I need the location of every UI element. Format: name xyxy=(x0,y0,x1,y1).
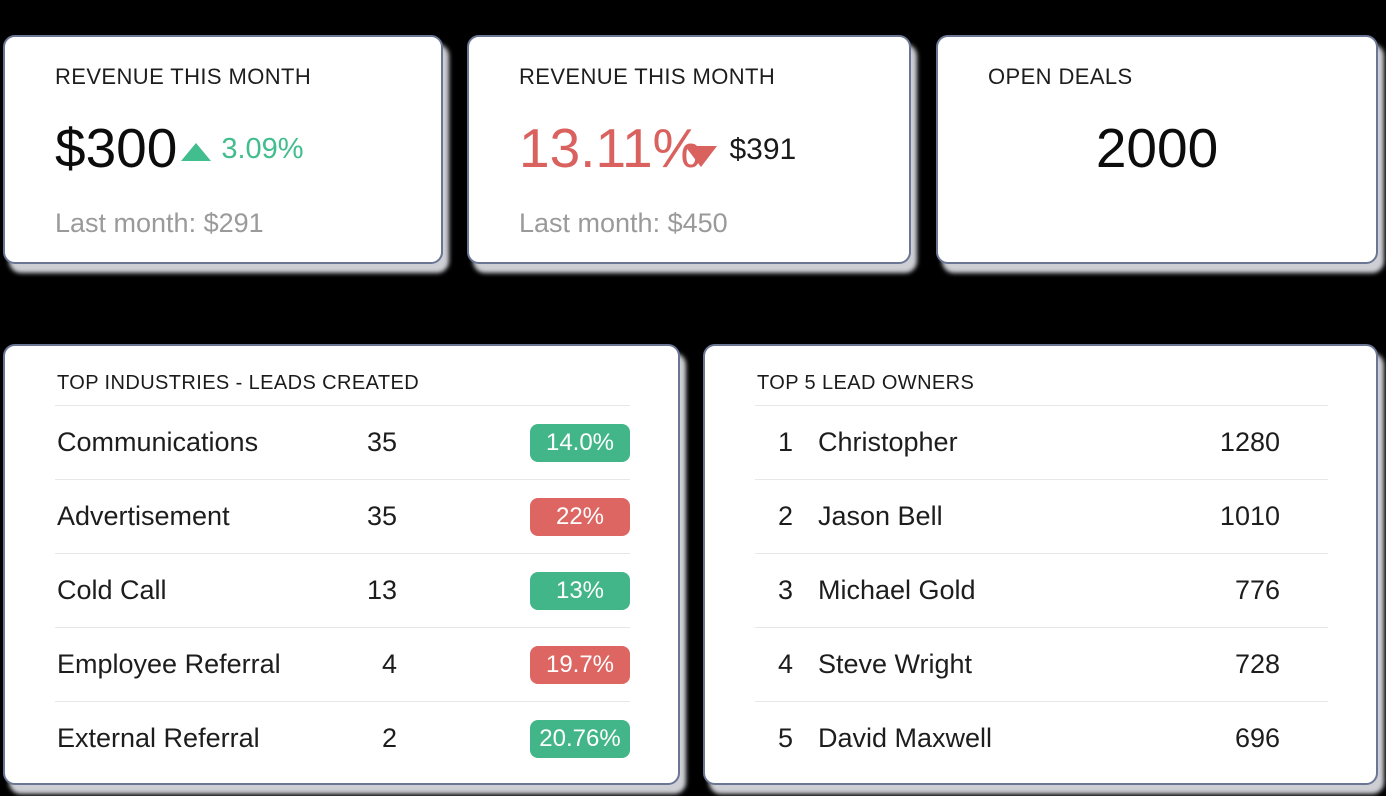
kpi-value-row: $300 3.09% xyxy=(55,117,391,180)
owner-name: Steve Wright xyxy=(818,649,973,679)
lead-owner-row[interactable]: 2 Jason Bell 1010 xyxy=(755,479,1328,553)
revenue-this-month-card-1[interactable]: REVENUE THIS MONTH $300 3.09% Last month… xyxy=(3,35,443,264)
owner-rank: 1 xyxy=(777,427,793,457)
share-badge: 19.7% xyxy=(530,645,630,684)
industry-count: 2 xyxy=(381,723,397,753)
owner-rank: 2 xyxy=(777,501,793,531)
industry-label: External Referral xyxy=(57,723,260,753)
open-deals-card[interactable]: OPEN DEALS 2000 xyxy=(936,35,1378,264)
card-title: REVENUE THIS MONTH xyxy=(519,64,776,89)
kpi-value-row: 13.11% $391 xyxy=(519,117,859,180)
industry-count: 13 xyxy=(366,575,397,605)
owner-name: David Maxwell xyxy=(818,723,993,753)
owner-leads-count: 776 xyxy=(1234,575,1280,605)
owner-leads-count: 696 xyxy=(1234,723,1280,753)
secondary-placeholder xyxy=(988,208,1326,240)
industry-label: Communications xyxy=(57,427,259,457)
lead-owner-row[interactable]: 1 Christopher 1280 xyxy=(755,405,1328,479)
owner-name: Michael Gold xyxy=(818,575,976,605)
card-title: REVENUE THIS MONTH xyxy=(55,64,312,89)
owner-rank: 3 xyxy=(777,575,793,605)
share-badge: 13% xyxy=(530,571,630,610)
owner-leads-count: 728 xyxy=(1234,649,1280,679)
revenue-value: $300 xyxy=(55,117,178,180)
lead-owner-row[interactable]: 5 David Maxwell 696 xyxy=(755,701,1328,775)
open-deals-value: 2000 xyxy=(1095,117,1219,180)
industry-row[interactable]: Communications 35 14.0% xyxy=(55,405,630,479)
lead-owner-row[interactable]: 4 Steve Wright 728 xyxy=(755,627,1328,701)
last-month-note: Last month: $450 xyxy=(519,208,728,238)
revenue-amount: $391 xyxy=(729,133,797,166)
revenue-this-month-card-2[interactable]: REVENUE THIS MONTH 13.11% $391 Last mont… xyxy=(467,35,911,264)
top-industries-card[interactable]: TOP INDUSTRIES - LEADS CREATED Communica… xyxy=(3,344,680,785)
owner-rank: 4 xyxy=(777,649,793,679)
owner-name: Jason Bell xyxy=(818,501,943,531)
industry-row[interactable]: Cold Call 13 13% xyxy=(55,553,630,627)
trend-up-icon xyxy=(181,143,212,161)
last-month-note: Last month: $291 xyxy=(55,208,264,238)
industry-row[interactable]: Advertisement 35 22% xyxy=(55,479,630,553)
owner-rank: 5 xyxy=(777,723,793,753)
owner-name: Christopher xyxy=(818,427,958,457)
industry-row[interactable]: External Referral 2 20.76% xyxy=(55,701,630,775)
card-title: TOP 5 LEAD OWNERS xyxy=(757,372,975,394)
industry-count: 35 xyxy=(366,501,397,531)
kpi-value-row: 2000 xyxy=(988,117,1326,180)
lead-owner-row[interactable]: 3 Michael Gold 776 xyxy=(755,553,1328,627)
revenue-percent-value: 13.11% xyxy=(519,117,702,180)
owner-leads-count: 1280 xyxy=(1219,427,1280,457)
industry-count: 35 xyxy=(366,427,397,457)
change-percent: 3.09% xyxy=(221,132,304,165)
industry-label: Advertisement xyxy=(57,501,230,531)
industry-count: 4 xyxy=(381,649,397,679)
top-lead-owners-card[interactable]: TOP 5 LEAD OWNERS 1 Christopher 1280 2 J… xyxy=(703,344,1378,785)
share-badge: 20.76% xyxy=(530,719,630,758)
card-title: OPEN DEALS xyxy=(988,64,1133,89)
share-badge: 14.0% xyxy=(530,423,630,462)
trend-down-icon xyxy=(685,145,718,167)
owner-leads-count: 1010 xyxy=(1219,501,1280,531)
industry-label: Employee Referral xyxy=(57,649,281,679)
card-title: TOP INDUSTRIES - LEADS CREATED xyxy=(57,372,420,394)
industry-row[interactable]: Employee Referral 4 19.7% xyxy=(55,627,630,701)
share-badge: 22% xyxy=(530,497,630,536)
industry-label: Cold Call xyxy=(57,575,167,605)
